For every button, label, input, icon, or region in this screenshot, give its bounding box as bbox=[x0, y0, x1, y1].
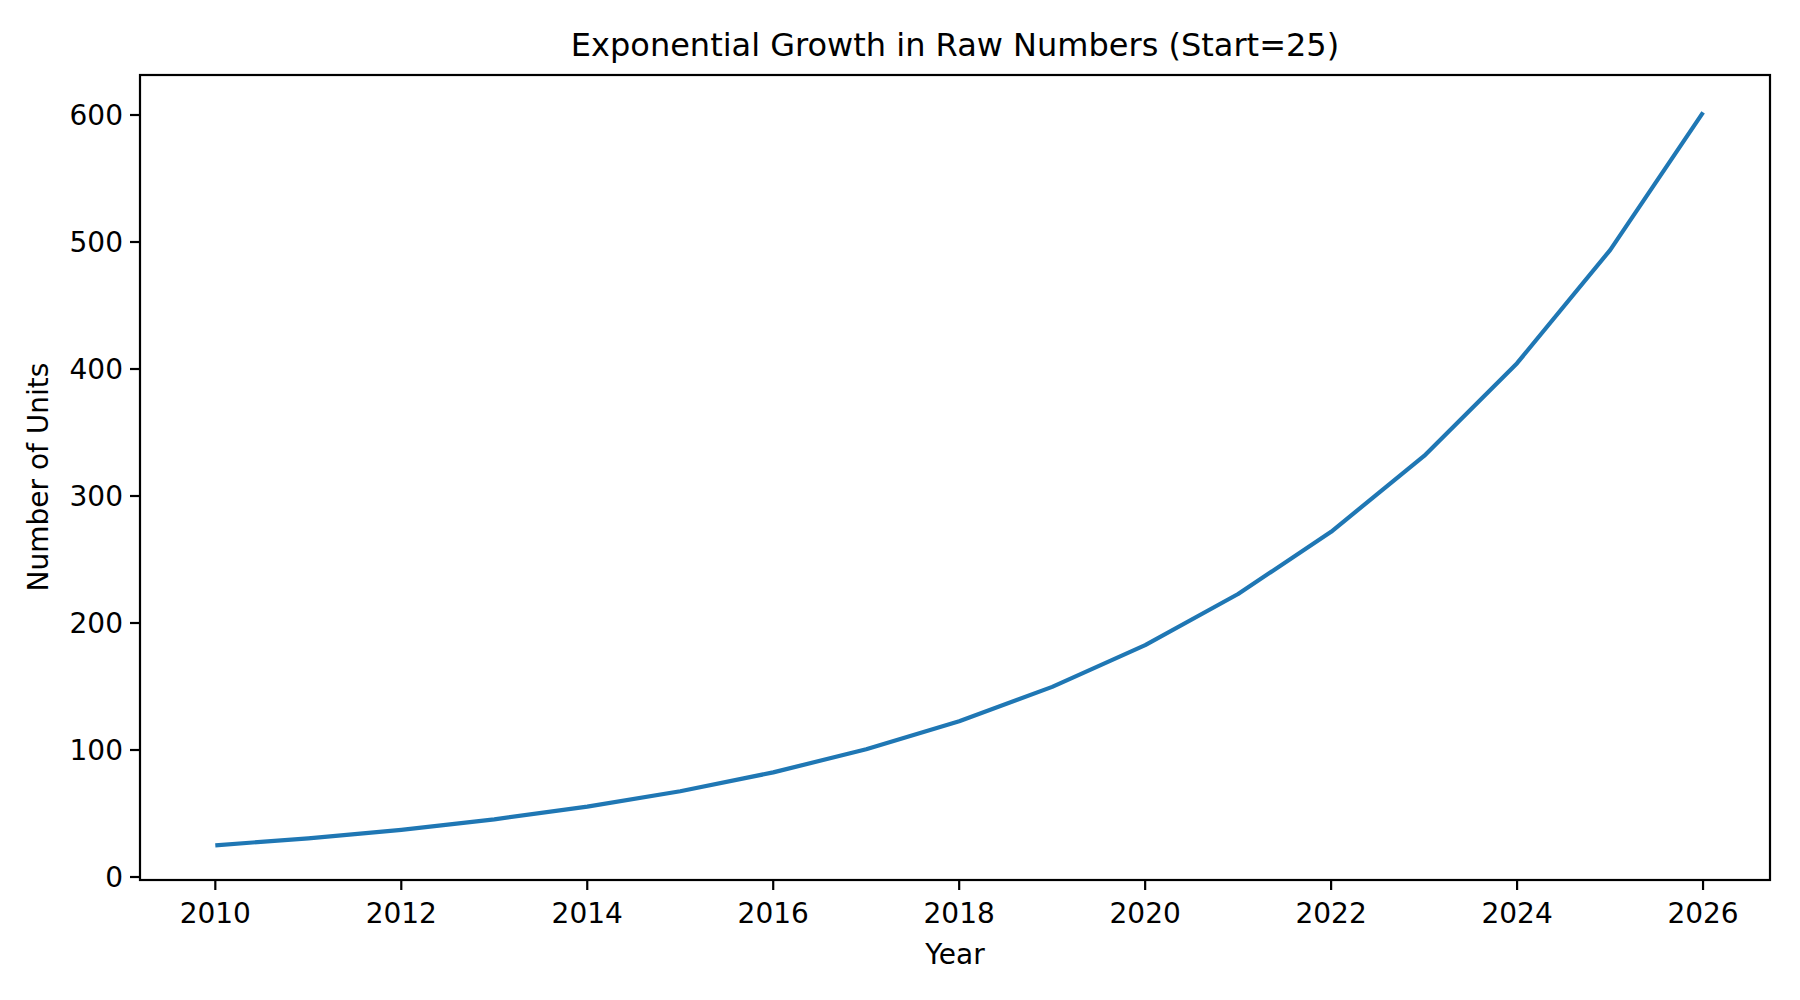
x-tick-label: 2022 bbox=[1295, 897, 1366, 930]
y-tick-label: 200 bbox=[70, 607, 123, 640]
y-tick-label: 300 bbox=[70, 480, 123, 513]
y-tick-label: 0 bbox=[105, 861, 123, 894]
x-tick-label: 2026 bbox=[1667, 897, 1738, 930]
chart-title: Exponential Growth in Raw Numbers (Start… bbox=[571, 26, 1339, 64]
x-tick-label: 2016 bbox=[738, 897, 809, 930]
y-axis-ticks: 0 100 200 300 400 500 600 bbox=[70, 99, 140, 894]
y-tick-label: 400 bbox=[70, 353, 123, 386]
line-chart: 2010 2012 2014 2016 2018 2020 2022 2024 2026 0 10… bbox=[0, 0, 1800, 1000]
x-tick-label: 2024 bbox=[1481, 897, 1552, 930]
chart-figure: 2010 2012 2014 2016 2018 2020 2022 2024 2026 0 10… bbox=[0, 0, 1800, 1000]
x-axis-ticks: 2010 2012 2014 2016 2018 2020 2022 2024 2026 bbox=[180, 880, 1739, 930]
x-tick-label: 2010 bbox=[180, 897, 251, 930]
x-axis-label: Year bbox=[924, 938, 985, 971]
y-tick-label: 500 bbox=[70, 226, 123, 259]
x-tick-label: 2020 bbox=[1110, 897, 1181, 930]
y-axis-label: Number of Units bbox=[22, 363, 55, 592]
y-tick-label: 100 bbox=[70, 734, 123, 767]
y-tick-label: 600 bbox=[70, 99, 123, 132]
x-tick-label: 2014 bbox=[552, 897, 623, 930]
plot-area bbox=[140, 75, 1770, 880]
x-tick-label: 2012 bbox=[366, 897, 437, 930]
x-tick-label: 2018 bbox=[924, 897, 995, 930]
